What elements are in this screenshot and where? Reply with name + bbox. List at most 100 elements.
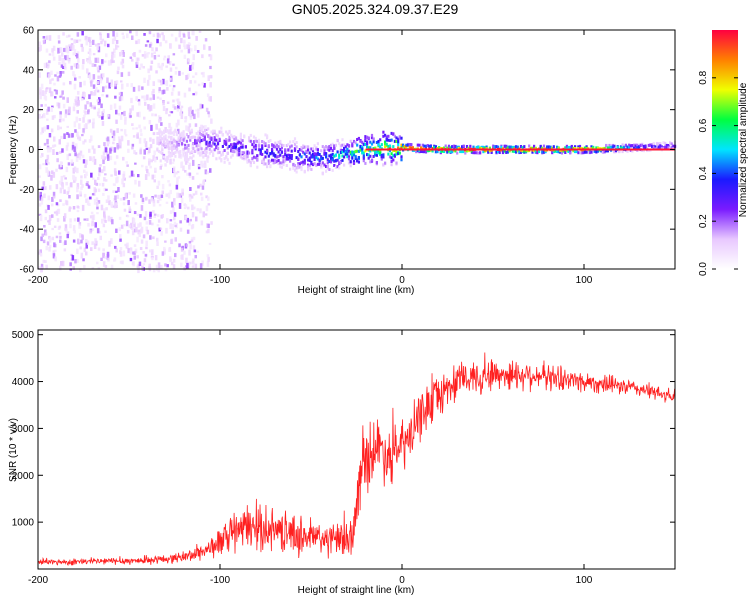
spectrogram-cell (74, 259, 77, 264)
spectrogram-cell (185, 133, 188, 137)
x-tick-label: -100 (210, 575, 230, 586)
spectrogram-cell (169, 210, 173, 214)
spectrogram-cell (69, 182, 73, 187)
spectrogram-cell (46, 125, 50, 130)
spectrogram-cell (114, 80, 117, 87)
spectrogram-cell (201, 185, 205, 190)
spectrogram-cell (118, 138, 121, 144)
spectrogram-cell (161, 137, 164, 141)
spectrogram-cell (106, 253, 110, 260)
spectrogram-cell (132, 135, 136, 138)
spectrogram-cell (52, 171, 56, 178)
spectrogram-cell (194, 141, 197, 145)
spectrogram-cell (252, 140, 256, 144)
spectrogram-cell (44, 232, 48, 236)
spectrogram-cell (667, 146, 670, 150)
spectrogram-cell (172, 147, 175, 150)
spectrogram-cell (162, 135, 166, 139)
spectrogram-cell (249, 139, 252, 143)
spectrogram-cell (119, 247, 123, 251)
spectrogram-cell (423, 150, 426, 154)
spectrogram-cell (230, 147, 233, 151)
spectrogram-cell (200, 124, 203, 130)
spectrogram-cell (201, 54, 204, 59)
spectrogram-cell (66, 132, 69, 135)
spectrogram-cell (196, 50, 200, 53)
spectrogram-cell (554, 149, 557, 153)
spectrogram-cell (133, 222, 136, 228)
spectrogram-cell (284, 153, 287, 156)
spectrogram-cell (158, 87, 161, 92)
spectrogram-cell (321, 156, 324, 160)
spectrogram-cell (256, 165, 259, 169)
spectrogram-cell (187, 107, 191, 111)
spectrogram-cell (123, 177, 126, 181)
spectrogram-cell (575, 150, 578, 154)
spectrogram-cell (359, 148, 362, 152)
spectrogram-cell (38, 251, 41, 255)
spectrogram-cell (161, 89, 164, 95)
spectrogram-cell (60, 64, 64, 68)
spectrogram-cell (74, 129, 77, 133)
spectrogram-cell (115, 44, 118, 50)
spectrogram-cell (115, 228, 118, 233)
spectrogram-cell (198, 164, 201, 167)
spectrogram-cell (76, 209, 80, 213)
spectrogram-cell (137, 99, 141, 102)
spectrogram-cell (119, 234, 122, 238)
spectrogram-cell (53, 242, 56, 248)
spectrogram-cell (142, 66, 145, 69)
spectrogram-cell (76, 64, 80, 69)
spectrogram-cell (236, 139, 239, 143)
spectrogram-cell (315, 147, 318, 151)
spectrogram-cell (118, 105, 122, 110)
spectrogram-cell (133, 255, 136, 260)
spectrogram-cell (179, 107, 183, 114)
spectrogram-cell (188, 249, 191, 256)
spectrogram-cell (156, 141, 159, 145)
spectrogram-cell (139, 222, 142, 227)
spectrogram-cell (207, 256, 210, 262)
spectrogram-cell (467, 146, 470, 150)
spectrogram-cell (159, 66, 162, 69)
spectrogram-cell (124, 134, 128, 137)
spectrogram-cell (179, 227, 183, 232)
spectrogram-cell (287, 153, 290, 157)
spectrogram-cell (201, 163, 204, 168)
spectrogram-cell (352, 150, 356, 154)
spectrogram-cell (451, 150, 454, 154)
spectrogram-cell (313, 156, 316, 159)
spectrogram-cell (366, 136, 369, 140)
spectrogram-cell (86, 184, 90, 187)
spectrogram-cell (149, 65, 153, 71)
spectrogram-cell (122, 250, 126, 257)
spectrogram-cell (187, 59, 190, 62)
spectrogram-cell (188, 110, 191, 117)
spectrogram-cell (382, 153, 385, 157)
spectrogram-cell (539, 145, 542, 149)
spectrogram-cell (156, 38, 159, 44)
spectrogram-cell (43, 193, 46, 199)
colorbar-tick-label: 0.2 (698, 214, 709, 228)
spectrogram-cell (202, 211, 205, 218)
spectrogram-cell (307, 145, 310, 149)
spectrogram-cell (186, 172, 189, 176)
spectrogram-cell (138, 101, 141, 106)
spectrogram-cell (191, 176, 195, 180)
spectrogram-cell (160, 164, 163, 167)
spectrogram-cell (137, 267, 140, 274)
spectrogram-cell (64, 55, 67, 61)
spectrogram-cell (606, 149, 609, 153)
spectrogram-cell (608, 143, 611, 147)
spectrogram-cell (166, 58, 170, 64)
spectrogram-cell (87, 185, 91, 189)
spectrogram-cell (292, 167, 295, 171)
spectrogram-cell (438, 146, 441, 150)
spectrogram-cell (136, 255, 139, 259)
spectrogram-cell (68, 44, 71, 47)
spectrogram-cell (277, 162, 280, 166)
spectrogram-cell (81, 31, 84, 36)
spectrogram-cell (190, 130, 193, 134)
spectrogram-cell (38, 113, 41, 119)
